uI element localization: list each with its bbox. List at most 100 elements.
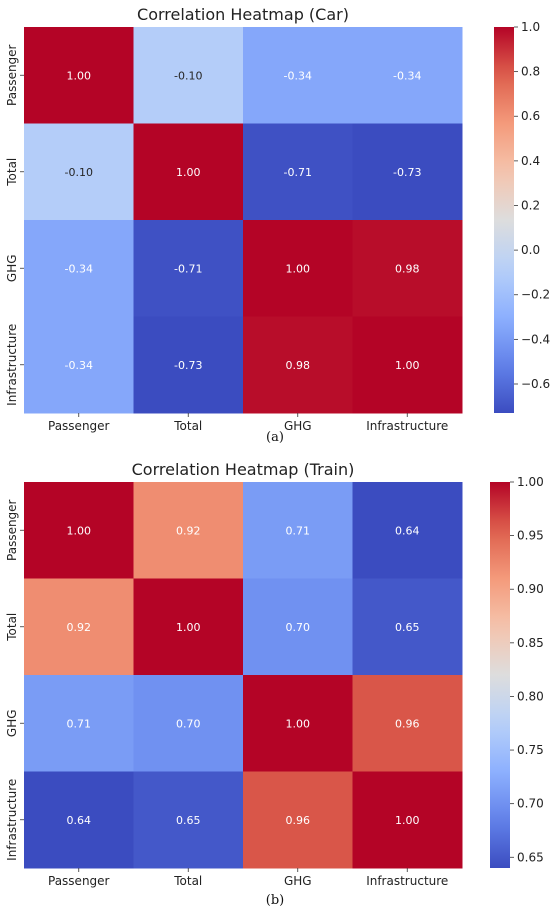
heatmap-cell [243, 482, 353, 579]
x-tick-label: Passenger [48, 874, 110, 888]
x-tick-label: Total [173, 874, 202, 888]
heatmap-cell [133, 316, 244, 414]
cell-value-label: 0.98 [286, 359, 311, 372]
heatmap-cell [24, 220, 134, 317]
subfigure-caption: (a) [266, 430, 284, 445]
heatmap-cell [243, 675, 353, 772]
heatmap-cell [133, 27, 244, 124]
y-tick-label: Infrastructure [5, 779, 19, 861]
heatmap-cell [133, 123, 244, 221]
heatmap-cell [352, 578, 463, 676]
y-tick-label: GHG [5, 709, 19, 737]
x-tick-label: GHG [284, 874, 312, 888]
heatmap-cell [352, 771, 463, 869]
heatmap-cell [24, 578, 134, 676]
colorbar-tick-label: 0.4 [521, 154, 540, 168]
colorbar-tick-label: 0.95 [517, 529, 544, 543]
heatmap-cell [24, 675, 134, 772]
colorbar-tick-label: 0.90 [517, 582, 544, 596]
cell-value-label: -0.34 [65, 359, 93, 372]
colorbar-tick-label: 0.70 [517, 797, 544, 811]
y-tick-label: GHG [5, 254, 19, 282]
cell-value-label: 1.00 [67, 69, 92, 82]
heatmap-cell [24, 27, 134, 124]
x-tick-label: GHG [284, 419, 312, 433]
cell-value-label: 0.98 [395, 262, 420, 275]
cell-value-label: 1.00 [395, 359, 420, 372]
heatmap-cell [352, 123, 463, 221]
heatmap-cell [352, 27, 463, 124]
x-tick-label: Passenger [48, 419, 110, 433]
cell-value-label: 1.00 [286, 717, 311, 730]
heatmap-cell [352, 220, 463, 317]
colorbar-tick-label: 0.6 [521, 109, 540, 123]
cell-value-label: 0.92 [176, 524, 201, 537]
heatmap-cell [243, 123, 353, 221]
heatmap-cell [133, 578, 244, 676]
x-tick-label: Infrastructure [366, 874, 448, 888]
heatmap-cell [243, 771, 353, 869]
cell-value-label: 0.64 [395, 524, 420, 537]
cell-value-label: 1.00 [286, 262, 311, 275]
cell-value-label: 0.64 [67, 814, 92, 827]
cell-value-label: 1.00 [67, 524, 92, 537]
heatmap-cell [352, 675, 463, 772]
x-tick-label: Infrastructure [366, 419, 448, 433]
colorbar-tick-label: −0.2 [521, 288, 550, 302]
heatmap-cell [24, 316, 134, 414]
colorbar-tick-label: 1.00 [517, 475, 544, 489]
chart-title: Correlation Heatmap (Train) [132, 460, 355, 479]
cell-value-label: -0.34 [393, 69, 421, 82]
heatmap-cell [352, 482, 463, 579]
cell-value-label: -0.10 [174, 69, 202, 82]
subfigure-caption: (b) [266, 893, 284, 908]
cell-value-label: -0.71 [174, 262, 202, 275]
heatmap-cell [243, 578, 353, 676]
colorbar-tick-label: 0.65 [517, 850, 544, 864]
y-tick-label: Infrastructure [5, 324, 19, 406]
cell-value-label: 0.70 [286, 621, 311, 634]
heatmap-0: Correlation Heatmap (Car) 1.00 -0.10 -0.34 -… [5, 5, 550, 445]
heatmap-cell [243, 27, 353, 124]
heatmap-cell [133, 482, 244, 579]
cell-value-label: 0.96 [395, 717, 420, 730]
colorbar-tick-label: 0.0 [521, 243, 540, 257]
colorbar [494, 27, 514, 413]
cell-value-label: -0.73 [174, 359, 202, 372]
cell-value-label: -0.71 [284, 166, 312, 179]
cell-value-label: 0.70 [176, 717, 201, 730]
heatmap-cell [24, 123, 134, 221]
cell-value-label: 1.00 [176, 166, 201, 179]
colorbar-tick-label: 1.0 [521, 20, 540, 34]
colorbar [490, 482, 510, 868]
heatmap-cell [243, 220, 353, 317]
heatmap-cell [243, 316, 353, 414]
y-tick-label: Passenger [5, 44, 19, 106]
heatmap-cell [24, 482, 134, 579]
colorbar-tick-label: 0.75 [517, 743, 544, 757]
cell-value-label: 0.92 [67, 621, 92, 634]
heatmap-cell [133, 220, 244, 317]
y-tick-label: Total [5, 158, 19, 187]
x-tick-label: Total [173, 419, 202, 433]
cell-value-label: 0.65 [176, 814, 201, 827]
heatmap-cell [24, 771, 134, 869]
cell-value-label: -0.73 [393, 166, 421, 179]
colorbar-tick-label: 0.8 [521, 65, 540, 79]
colorbar-tick-label: 0.85 [517, 636, 544, 650]
heatmap-cell [133, 771, 244, 869]
chart-title: Correlation Heatmap (Car) [137, 5, 349, 24]
heatmap-cell [352, 316, 463, 414]
colorbar-tick-label: −0.6 [521, 377, 550, 391]
y-tick-label: Passenger [5, 499, 19, 561]
cell-value-label: -0.34 [65, 262, 93, 275]
colorbar-tick-label: 0.2 [521, 198, 540, 212]
cell-value-label: 1.00 [395, 814, 420, 827]
heatmap-1: Correlation Heatmap (Train) 1.00 0.92 0.71 0… [5, 460, 544, 908]
heatmap-cell [133, 675, 244, 772]
y-tick-label: Total [5, 613, 19, 642]
cell-value-label: 0.71 [67, 717, 92, 730]
cell-value-label: 0.96 [286, 814, 311, 827]
